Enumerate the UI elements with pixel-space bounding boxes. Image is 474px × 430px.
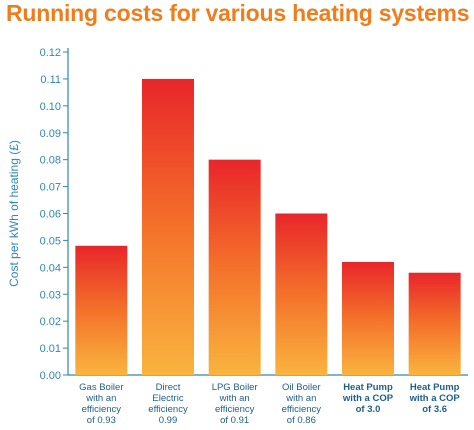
y-tick-label: 0.03 bbox=[40, 289, 61, 301]
x-axis-labels: Gas Boiler with an efficiency of 0.93Direct… bbox=[79, 382, 460, 426]
x-tick-label-line: Direct bbox=[156, 382, 181, 393]
x-tick-label-line: with an bbox=[285, 393, 316, 404]
x-tick-label-line: Oil Boiler bbox=[282, 382, 321, 393]
y-tick-label: 0.08 bbox=[40, 155, 61, 167]
x-tick-label-line: with a COP bbox=[409, 393, 461, 404]
x-tick-label-line: efficiency bbox=[82, 404, 122, 415]
x-tick-label: Heat Pump with a COP of 3.6 bbox=[409, 382, 461, 415]
x-tick-label-line: efficiency bbox=[215, 404, 255, 415]
y-tick-label: 0.09 bbox=[40, 128, 61, 140]
x-tick-label-line: of 0.86 bbox=[287, 415, 316, 426]
x-tick-label: Gas Boiler with an efficiency of 0.93 bbox=[79, 382, 123, 426]
x-tick-label: Heat Pump with a COP of 3.0 bbox=[342, 382, 394, 415]
y-tick-label: 0.04 bbox=[40, 262, 61, 274]
y-tick-label: 0.06 bbox=[40, 209, 61, 221]
y-tick-label: 0.05 bbox=[40, 235, 61, 247]
bar bbox=[208, 159, 261, 375]
x-tick-label-line: of 3.0 bbox=[356, 404, 381, 415]
y-tick-label: 0.12 bbox=[40, 47, 61, 59]
y-tick-label: 0.00 bbox=[40, 370, 61, 382]
bar bbox=[408, 272, 461, 375]
x-tick-label-line: of 0.91 bbox=[220, 415, 249, 426]
x-tick-label-line: Heat Pump bbox=[343, 382, 393, 393]
y-axis-ticks: 0.00 0.01 0.02 0.03 0.04 0.05 0.06 0.07 0.08 0.09… bbox=[40, 47, 68, 382]
bar bbox=[275, 213, 328, 375]
bar bbox=[142, 78, 194, 376]
bar bbox=[75, 245, 128, 375]
x-tick-label-line: 0.99 bbox=[159, 415, 178, 426]
x-tick-label-line: with a COP bbox=[342, 393, 394, 404]
chart-title: Running costs for various heating system… bbox=[6, 0, 470, 26]
x-tick-label: Direct Electric efficiency 0.99 bbox=[148, 382, 188, 426]
x-tick-label-line: LPG Boiler bbox=[212, 382, 258, 393]
bar bbox=[342, 261, 394, 375]
x-tick-label-line: efficiency bbox=[148, 404, 188, 415]
x-tick-label-line: of 3.6 bbox=[422, 404, 447, 415]
chart-axes bbox=[67, 48, 468, 376]
x-tick-label-line: with an bbox=[85, 393, 116, 404]
x-tick-label-line: with an bbox=[219, 393, 250, 404]
x-tick-label-line: Gas Boiler bbox=[79, 382, 123, 393]
x-tick-label-line: Heat Pump bbox=[410, 382, 460, 393]
bars bbox=[75, 78, 461, 376]
x-tick-label-line: of 0.93 bbox=[87, 415, 116, 426]
y-tick-label: 0.11 bbox=[40, 74, 61, 86]
x-tick-label: LPG Boiler with an efficiency of 0.91 bbox=[212, 382, 258, 426]
x-tick-label-line: Electric bbox=[152, 393, 183, 404]
y-tick-label: 0.10 bbox=[40, 101, 61, 113]
x-tick-label-line: efficiency bbox=[282, 404, 322, 415]
y-tick-label: 0.02 bbox=[40, 316, 61, 328]
y-axis-title: Cost per kWh of heating (£) bbox=[7, 140, 21, 287]
y-tick-label: 0.07 bbox=[40, 182, 61, 194]
x-tick-label: Oil Boiler with an efficiency of 0.86 bbox=[282, 382, 322, 426]
y-tick-label: 0.01 bbox=[40, 343, 61, 355]
